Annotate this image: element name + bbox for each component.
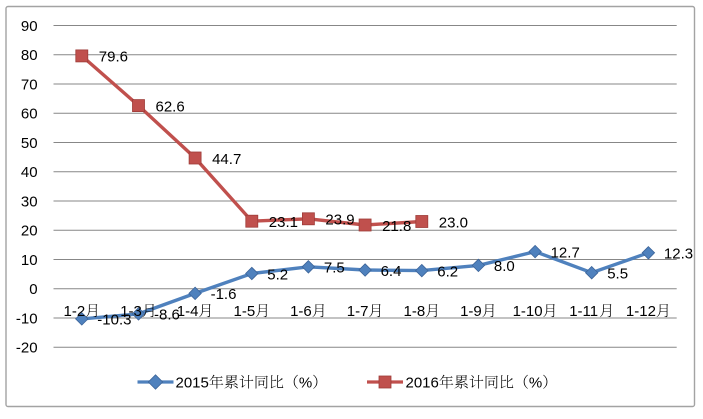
svg-text:1-7: 1-7	[347, 303, 369, 320]
svg-text:21.8: 21.8	[382, 218, 411, 235]
svg-text:1-5: 1-5	[234, 303, 256, 320]
svg-text:23.1: 23.1	[269, 214, 298, 231]
svg-text:1-3: 1-3	[120, 303, 142, 320]
svg-text:20: 20	[21, 223, 38, 240]
svg-text:23.0: 23.0	[439, 214, 468, 231]
svg-text:2016: 2016	[406, 375, 439, 392]
svg-text:5.2: 5.2	[267, 266, 288, 283]
svg-text:-10.3: -10.3	[97, 312, 131, 329]
svg-text:6.4: 6.4	[381, 263, 402, 280]
svg-text:1-4: 1-4	[177, 303, 199, 320]
svg-text:-8.6: -8.6	[154, 307, 180, 324]
svg-text:60: 60	[21, 106, 38, 123]
svg-text:1-6: 1-6	[290, 303, 312, 320]
svg-text:0: 0	[29, 281, 37, 298]
svg-text:%: %	[299, 375, 312, 392]
svg-text:1-2: 1-2	[64, 303, 86, 320]
svg-text:5.5: 5.5	[607, 266, 628, 283]
svg-text:-20: -20	[16, 340, 38, 357]
svg-text:-10: -10	[16, 310, 38, 327]
svg-text:7.5: 7.5	[324, 260, 345, 277]
svg-text:2015: 2015	[176, 375, 209, 392]
svg-text:23.9: 23.9	[325, 212, 354, 229]
svg-text:-1.6: -1.6	[211, 286, 237, 303]
svg-text:50: 50	[21, 135, 38, 152]
svg-text:12.3: 12.3	[664, 246, 693, 263]
svg-text:79.6: 79.6	[99, 49, 128, 66]
svg-text:1-12: 1-12	[626, 303, 656, 320]
svg-text:90: 90	[21, 18, 38, 35]
svg-text:30: 30	[21, 193, 38, 210]
svg-text:1-8: 1-8	[404, 303, 426, 320]
svg-text:80: 80	[21, 47, 38, 64]
svg-text:10: 10	[21, 252, 38, 269]
svg-text:1-9: 1-9	[460, 303, 482, 320]
svg-text:62.6: 62.6	[156, 98, 185, 115]
svg-text:40: 40	[21, 164, 38, 181]
svg-text:70: 70	[21, 76, 38, 93]
svg-text:1-11: 1-11	[569, 303, 598, 320]
svg-text:44.7: 44.7	[212, 151, 241, 168]
svg-text:1-10: 1-10	[513, 303, 543, 320]
svg-text:%: %	[529, 375, 542, 392]
svg-text:8.0: 8.0	[494, 258, 515, 275]
svg-text:12.7: 12.7	[551, 244, 580, 261]
svg-text:6.2: 6.2	[437, 263, 458, 280]
